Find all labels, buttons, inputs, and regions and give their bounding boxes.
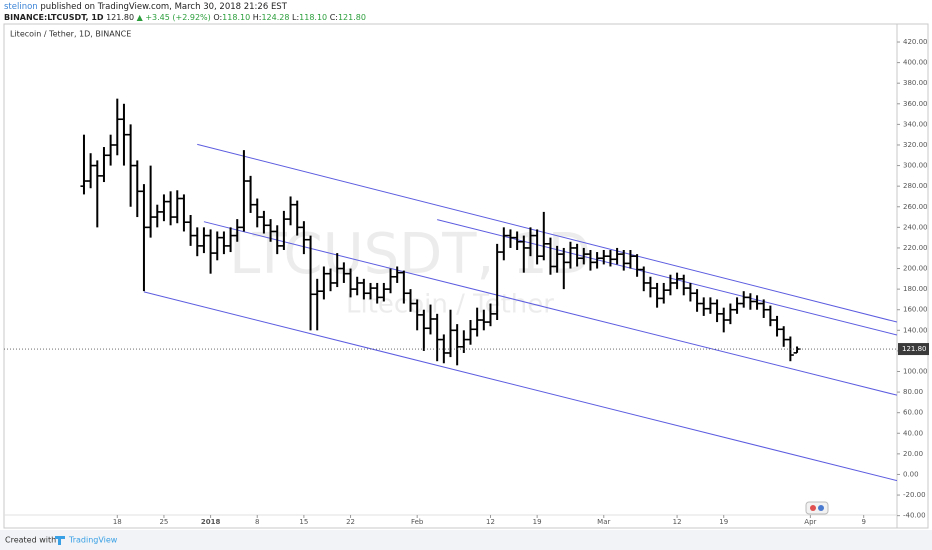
symbol: BINANCE:LTCUSDT, 1D (4, 13, 104, 22)
x-tick-label: 25 (159, 518, 168, 526)
chart-frame (3, 23, 929, 529)
y-tick-label: 20.00 (903, 450, 923, 458)
y-tick-label: 360.00 (903, 100, 928, 108)
y-tick-label: 340.00 (903, 120, 928, 128)
x-tick-label: 12 (673, 518, 682, 526)
x-tick-label: 9 (861, 518, 865, 526)
y-tick-label: 60.00 (903, 409, 923, 417)
logo (805, 501, 829, 515)
c-key: C: (330, 13, 338, 22)
x-tick-label: 8 (255, 518, 259, 526)
author: stelinon (4, 2, 38, 12)
y-tick-label: 180.00 (903, 285, 928, 293)
x-tick-label: 12 (486, 518, 495, 526)
plot-area (80, 98, 897, 482)
o-key: O: (213, 13, 222, 22)
y-tick-label: 160.00 (903, 306, 928, 314)
x-tick-label: 18 (113, 518, 122, 526)
footer-bar (0, 530, 932, 550)
y-tick-label: 300.00 (903, 162, 928, 170)
o-val: 118.10 (222, 13, 250, 22)
y-tick-label: 100.00 (903, 367, 928, 375)
x-tick-label: 19 (719, 518, 728, 526)
trend-line (197, 143, 897, 323)
footer-brand: TradingView (68, 536, 118, 545)
last-price-box (898, 343, 929, 356)
y-tick-label: -40.00 (903, 512, 926, 520)
y-tick-label: 400.00 (903, 59, 928, 67)
l-key: L: (292, 13, 299, 22)
x-tick-label: 19 (533, 518, 542, 526)
y-tick-label: 260.00 (903, 203, 928, 211)
legend-entry: Litecoin / Tether, 1D, BINANCE (10, 30, 131, 39)
x-tick-label: 15 (299, 518, 308, 526)
l-val: 118.10 (299, 13, 327, 22)
header-line-2: BINANCE:LTCUSDT, 1D 121.80 ▲ +3.45 (+2.9… (4, 13, 366, 22)
c-val: 121.80 (338, 13, 366, 22)
change: ▲ +3.45 (+2.92%) (137, 13, 211, 22)
last: 121.80 (106, 13, 134, 22)
y-tick-label: 220.00 (903, 244, 928, 252)
y-tick-label: 280.00 (903, 182, 928, 190)
h-key: H: (253, 13, 262, 22)
x-tick-label: 2018 (201, 518, 221, 526)
last-price-label: 121.80 (902, 345, 927, 353)
y-tick-label: 140.00 (903, 326, 928, 334)
trend-line (437, 219, 897, 336)
y-tick-label: 240.00 (903, 223, 928, 231)
y-tick-label: 320.00 (903, 141, 928, 149)
x-tick-label: Apr (804, 518, 816, 526)
h-val: 124.28 (261, 13, 289, 22)
y-tick-label: 0.00 (903, 470, 919, 478)
x-tick-label: Mar (597, 518, 610, 526)
x-tick-label: Feb (411, 518, 424, 526)
header-line-1: stelinon published on TradingView.com, M… (4, 2, 288, 12)
footer-logo (55, 536, 65, 545)
y-tick-label: 200.00 (903, 265, 928, 273)
y-tick-label: -20.00 (903, 491, 926, 499)
trend-line (203, 221, 897, 396)
published: published on TradingView.com, March 30, … (40, 2, 287, 12)
x-tick-label: 22 (346, 518, 355, 526)
footer-created: Created with (5, 536, 56, 545)
y-tick-label: 380.00 (903, 79, 928, 87)
y-tick-label: 420.00 (903, 38, 928, 46)
y-tick-label: 80.00 (903, 388, 923, 396)
trend-line (143, 291, 897, 482)
y-tick-label: 40.00 (903, 429, 923, 437)
